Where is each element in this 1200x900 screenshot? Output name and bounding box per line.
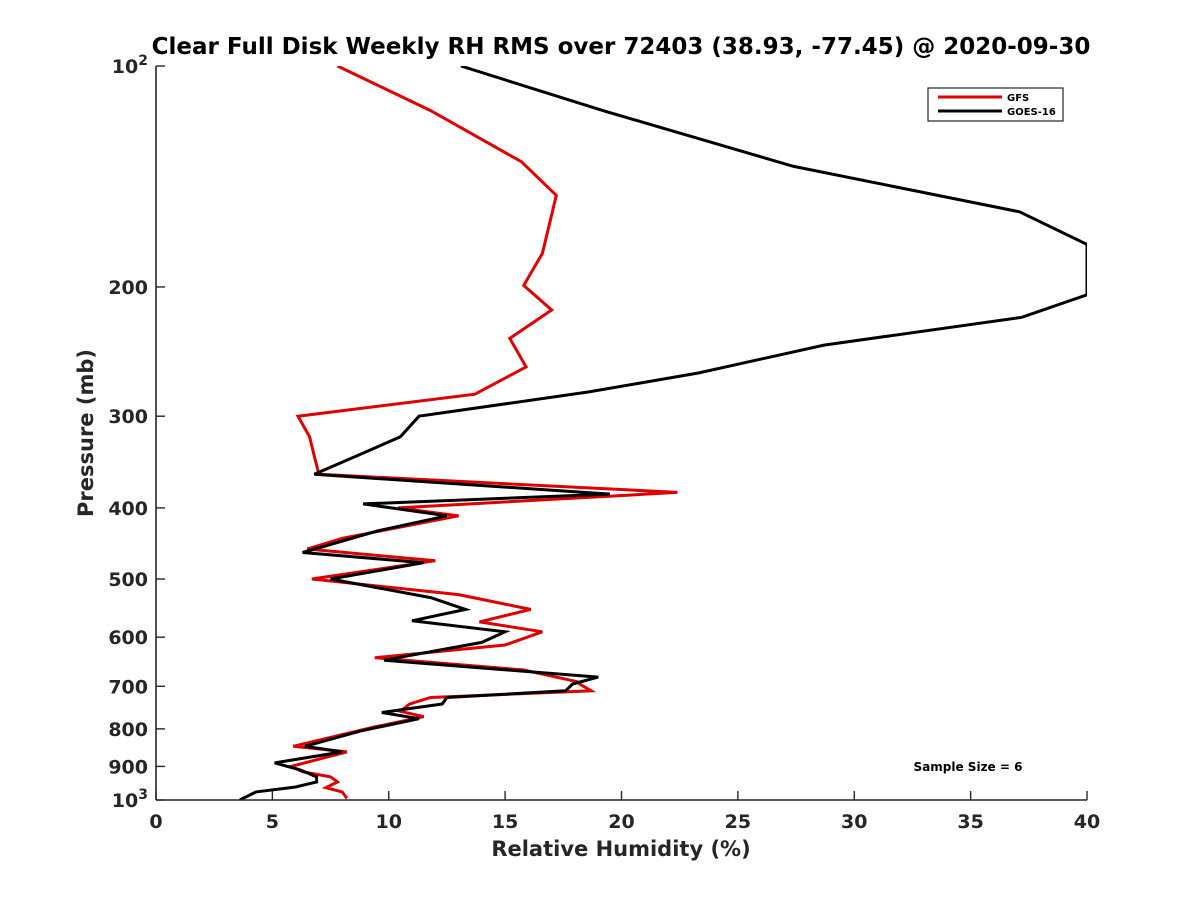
y-tick-label: 900 — [108, 756, 148, 778]
series-line-goes-16 — [239, 66, 1087, 800]
series-layer — [239, 66, 1087, 800]
x-tick-label: 5 — [266, 811, 279, 833]
y-tick-base: 10 — [112, 56, 138, 78]
y-tick-base: 900 — [108, 756, 148, 778]
x-tick-label: 35 — [957, 811, 983, 833]
y-tick-base: 400 — [108, 498, 148, 520]
y-tick-label: 102 — [112, 53, 148, 78]
y-tick-label: 700 — [108, 676, 148, 698]
y-tick-label: 600 — [108, 627, 148, 649]
x-tick-label: 0 — [149, 811, 162, 833]
y-tick-label: 500 — [108, 569, 148, 591]
y-tick-label: 300 — [108, 406, 148, 428]
y-tick-base: 700 — [108, 676, 148, 698]
x-tick-label: 20 — [608, 811, 634, 833]
legend-label: GFS — [1007, 93, 1029, 104]
y-axis-label: Pressure (mb) — [74, 349, 98, 517]
legend: GFS GOES-16 — [927, 87, 1064, 122]
sample-size-annotation: Sample Size = 6 — [914, 760, 1023, 774]
y-tick-base: 600 — [108, 627, 148, 649]
y-tick-label: 800 — [108, 719, 148, 741]
x-axis-label: Relative Humidity (%) — [491, 837, 750, 861]
series-line-gfs — [286, 66, 678, 800]
y-tick-exponent: 2 — [138, 53, 148, 69]
x-tick-label: 10 — [376, 811, 402, 833]
y-tick-base: 800 — [108, 719, 148, 741]
y-tick-base: 10 — [112, 790, 138, 812]
x-tick-label: 40 — [1074, 811, 1100, 833]
x-ticks: 0 5 10 15 20 25 30 35 40 — [149, 791, 1100, 833]
x-tick-label: 25 — [725, 811, 751, 833]
legend-box — [927, 87, 1064, 122]
y-tick-label: 103 — [112, 787, 148, 812]
y-tick-exponent: 3 — [138, 787, 148, 803]
y-tick-base: 300 — [108, 406, 148, 428]
x-tick-label: 30 — [841, 811, 867, 833]
y-tick-base: 500 — [108, 569, 148, 591]
y-tick-label: 200 — [108, 277, 148, 299]
y-tick-base: 200 — [108, 277, 148, 299]
y-tick-label: 400 — [108, 498, 148, 520]
legend-label: GOES-16 — [1007, 107, 1056, 118]
chart-title: Clear Full Disk Weekly RH RMS over 72403… — [152, 34, 1091, 60]
x-tick-label: 15 — [492, 811, 518, 833]
